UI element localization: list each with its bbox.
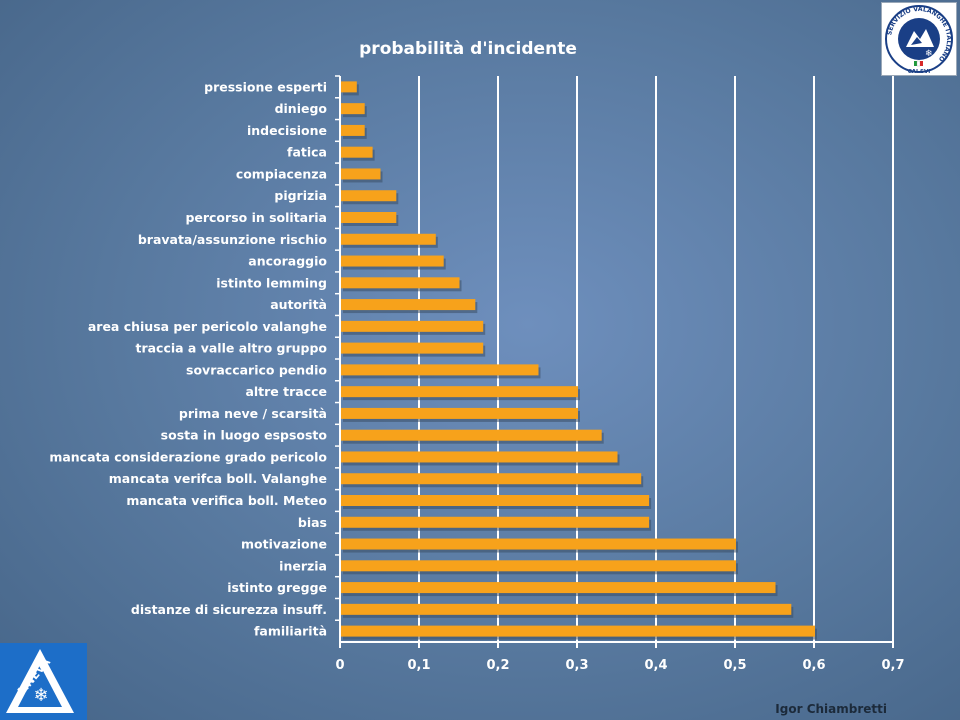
bar bbox=[341, 103, 365, 115]
bars bbox=[341, 81, 817, 640]
bar bbox=[341, 299, 476, 311]
category-label: diniego bbox=[275, 101, 328, 116]
category-label: fatica bbox=[287, 145, 327, 160]
category-label: altre tracce bbox=[245, 384, 327, 399]
bar bbox=[341, 168, 381, 180]
bar bbox=[341, 124, 365, 136]
category-label: percorso in solitaria bbox=[185, 210, 327, 225]
category-label: indecisione bbox=[247, 123, 327, 138]
axes bbox=[335, 75, 894, 648]
bar bbox=[341, 603, 792, 615]
bar bbox=[341, 407, 578, 419]
category-label: istinto lemming bbox=[216, 275, 327, 290]
bar bbox=[341, 560, 736, 572]
bar bbox=[341, 190, 397, 202]
bar bbox=[341, 81, 357, 93]
category-label: mancata verifica boll. Meteo bbox=[126, 493, 327, 508]
category-label: autorità bbox=[270, 297, 327, 312]
svg-text:❄: ❄ bbox=[33, 685, 48, 706]
svg-text:❄: ❄ bbox=[925, 49, 933, 59]
bar bbox=[341, 342, 484, 354]
category-label: inerzia bbox=[279, 558, 327, 573]
svg-text:CAI SVI: CAI SVI bbox=[908, 69, 931, 75]
x-tick-label: 0,1 bbox=[407, 658, 430, 673]
x-tick-label: 0,3 bbox=[565, 658, 588, 673]
bar bbox=[341, 233, 436, 245]
category-label: pressione esperti bbox=[204, 79, 327, 94]
x-tick-label: 0,7 bbox=[881, 658, 904, 673]
category-label: distanze di sicurezza insuff. bbox=[131, 602, 327, 617]
bar bbox=[341, 516, 650, 528]
x-tick-label: 0,5 bbox=[723, 658, 746, 673]
category-label: sosta in luogo espsosto bbox=[161, 428, 328, 443]
category-label: bravata/assunzione rischio bbox=[138, 232, 328, 247]
bar bbox=[341, 277, 460, 289]
bar bbox=[341, 386, 578, 398]
bar bbox=[341, 364, 539, 376]
bar bbox=[341, 451, 618, 463]
category-label: area chiusa per pericolo valanghe bbox=[88, 319, 327, 334]
x-tick-label: 0,4 bbox=[644, 658, 667, 673]
bar bbox=[341, 625, 815, 637]
x-tick-label: 0,6 bbox=[802, 658, 825, 673]
category-label: mancata considerazione grado pericolo bbox=[49, 449, 327, 464]
category-label: bias bbox=[298, 515, 327, 530]
bar bbox=[341, 473, 642, 485]
x-tick-label: 0 bbox=[335, 658, 344, 673]
category-label: familiarità bbox=[254, 624, 327, 639]
bar bbox=[341, 495, 650, 506]
category-label: pigrizia bbox=[274, 188, 327, 203]
x-tick-label: 0,2 bbox=[486, 658, 509, 673]
bar bbox=[341, 582, 776, 594]
chart-title: probabilità d'incidente bbox=[359, 39, 577, 59]
grid-lines bbox=[418, 76, 894, 642]
author-credit: Igor Chiambretti bbox=[775, 702, 887, 716]
category-label: ancoraggio bbox=[248, 254, 327, 269]
category-labels: pressione esperti diniego indecisione fatic… bbox=[49, 79, 327, 638]
bar bbox=[341, 212, 397, 223]
svi-logo: SERVIZIO VALANGHE ITALIANO ❄ CAI SVI bbox=[881, 2, 957, 76]
category-label: motivazione bbox=[241, 537, 327, 552]
category-label: sovraccarico pendio bbox=[186, 362, 327, 377]
bar bbox=[341, 320, 484, 332]
category-label: prima neve / scarsità bbox=[179, 406, 327, 421]
tick-labels: 0 0,1 0,2 0,3 0,4 0,5 0,6 0,7 bbox=[335, 658, 904, 673]
bar bbox=[341, 146, 373, 158]
category-label: istinto gregge bbox=[227, 580, 327, 595]
bar bbox=[341, 538, 736, 550]
bar bbox=[341, 255, 444, 267]
aineva-logo: ❄ AINEVA bbox=[0, 643, 87, 720]
category-label: mancata verifca boll. Valanghe bbox=[109, 471, 327, 486]
bar bbox=[341, 429, 602, 441]
category-label: compiacenza bbox=[236, 166, 327, 181]
category-label: traccia a valle altro gruppo bbox=[135, 341, 327, 356]
